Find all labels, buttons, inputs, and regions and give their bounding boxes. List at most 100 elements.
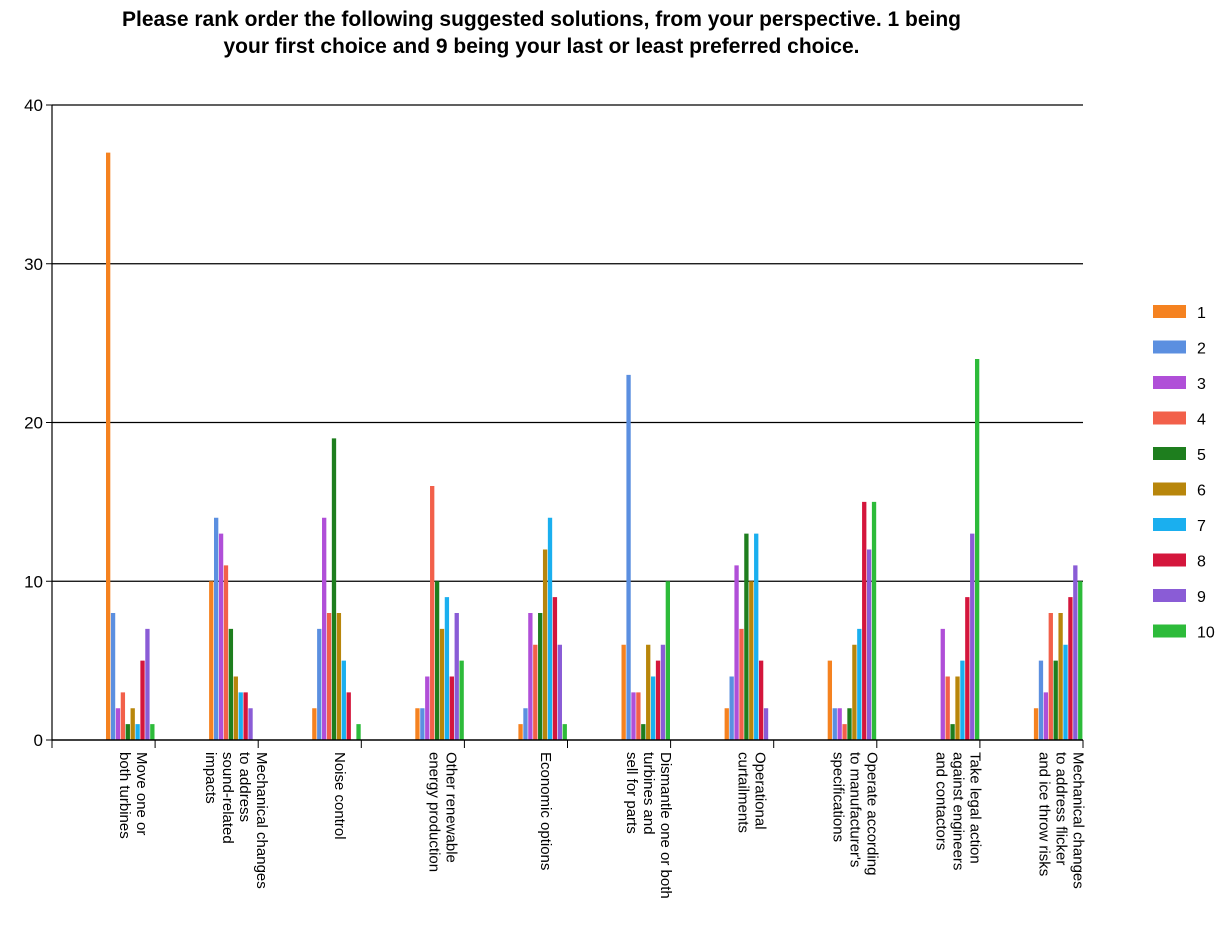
bar-series-2: [420, 708, 425, 740]
legend-label-2: 2: [1197, 341, 1206, 358]
bar-series-7: [547, 517, 553, 740]
bar-series-10: [562, 724, 567, 740]
y-tick-label: 20: [24, 414, 43, 433]
legend-swatch-1: [1153, 305, 1186, 318]
bar-series-10: [1078, 581, 1083, 740]
bar-series-3: [631, 692, 636, 740]
bar-series-1: [827, 660, 833, 740]
bar-series-6: [336, 613, 342, 740]
bar-series-2: [729, 676, 734, 740]
bar-series-4: [945, 676, 950, 740]
bar-series-8: [552, 597, 558, 740]
bar-series-5: [331, 438, 337, 740]
x-category-label: specifications: [829, 752, 846, 842]
bar-series-1: [621, 644, 626, 740]
bar-series-7: [444, 597, 450, 740]
x-category-label: Take legal action: [966, 752, 983, 864]
x-category-label: and ice throw risks: [1035, 752, 1052, 876]
legend-label-3: 3: [1197, 376, 1206, 393]
y-tick-label: 10: [24, 572, 43, 591]
bar-series-6: [233, 676, 238, 740]
bar-series-8: [1068, 597, 1073, 740]
bar-series-9: [763, 708, 769, 740]
bar-series-1: [518, 724, 523, 740]
bar-series-3: [1043, 692, 1049, 740]
legend-swatch-5: [1153, 447, 1186, 460]
legend-label-6: 6: [1197, 483, 1206, 500]
bar-series-5: [434, 581, 440, 740]
bar-series-10: [665, 581, 670, 740]
bar-series-3: [115, 708, 121, 740]
x-category-label: Operational: [752, 752, 769, 830]
bar-series-3: [425, 676, 430, 740]
legend: 1 2 3 4 5 6 7 8 9 10: [1153, 305, 1215, 642]
legend-label-7: 7: [1197, 518, 1206, 535]
bar-series-9: [248, 708, 253, 740]
legend-swatch-3: [1153, 376, 1186, 389]
x-category-label: Dismantle one or both: [657, 752, 674, 899]
bar-series-2: [832, 708, 837, 740]
bar-series-1: [1033, 708, 1039, 740]
bar-series-1: [106, 152, 111, 740]
bar-series-4: [533, 644, 538, 740]
bar-series-4: [120, 692, 126, 740]
chart-title-line-1: Please rank order the following suggeste…: [121, 8, 961, 31]
bar-series-6: [130, 708, 135, 740]
bar-series-8: [449, 676, 454, 740]
bar-series-1: [415, 708, 420, 740]
x-category-label: sell for parts: [623, 752, 640, 834]
bar-series-6: [749, 581, 754, 740]
bar-series-8: [140, 660, 145, 740]
y-tick-label: 40: [24, 96, 43, 115]
bar-series-9: [557, 644, 562, 740]
x-category-label: turbines and: [640, 752, 657, 835]
x-category-label: to address: [236, 752, 253, 822]
bar-series-10: [871, 501, 877, 740]
bar-series-3: [322, 517, 327, 740]
bar-series-3: [940, 628, 945, 740]
bar-series-10: [356, 724, 361, 740]
bar-series-6: [646, 644, 651, 740]
bar-series-6: [955, 676, 960, 740]
bar-series-10: [459, 660, 464, 740]
x-category-label: Economic options: [537, 752, 554, 870]
bar-series-4: [842, 724, 847, 740]
bar-series-4: [430, 486, 435, 740]
bar-series-7: [960, 660, 965, 740]
x-category-label: Move one or: [133, 752, 150, 835]
bar-series-5: [1053, 660, 1058, 740]
bar-series-8: [862, 501, 867, 740]
bar-series-7: [341, 660, 346, 740]
legend-swatch-6: [1153, 482, 1186, 496]
bar-series-1: [724, 708, 729, 740]
legend-label-4: 4: [1197, 412, 1206, 429]
bar-series-8: [758, 660, 764, 740]
bar-series-7: [238, 692, 243, 740]
bar-series-2: [1038, 660, 1044, 740]
bar-series-1: [312, 708, 317, 740]
x-category-label: energy production: [425, 752, 442, 872]
bar-series-4: [1048, 613, 1053, 740]
x-category-label: to manufacturer's: [846, 752, 863, 867]
bar-series-7: [754, 533, 759, 740]
legend-swatch-10: [1153, 624, 1186, 638]
bar-series-7: [1063, 644, 1068, 740]
x-category-label: Noise control: [331, 752, 348, 840]
bar-series-3: [837, 708, 842, 740]
bar-series-9: [660, 644, 666, 740]
bar-series-9: [1073, 565, 1078, 740]
x-category-label: Mechanical changes: [1069, 752, 1086, 889]
bar-series-9: [866, 549, 872, 740]
bar-series-8: [243, 692, 248, 740]
legend-label-8: 8: [1197, 554, 1206, 571]
bar-series-8: [965, 597, 970, 740]
legend-swatch-9: [1153, 589, 1186, 602]
bar-series-7: [650, 676, 656, 740]
y-tick-label: 30: [24, 255, 43, 274]
chart-title-line-2: your first choice and 9 being your last …: [223, 35, 860, 58]
bar-series-9: [970, 533, 975, 740]
bar-series-5: [228, 628, 234, 740]
x-category-label: curtailments: [735, 752, 752, 833]
